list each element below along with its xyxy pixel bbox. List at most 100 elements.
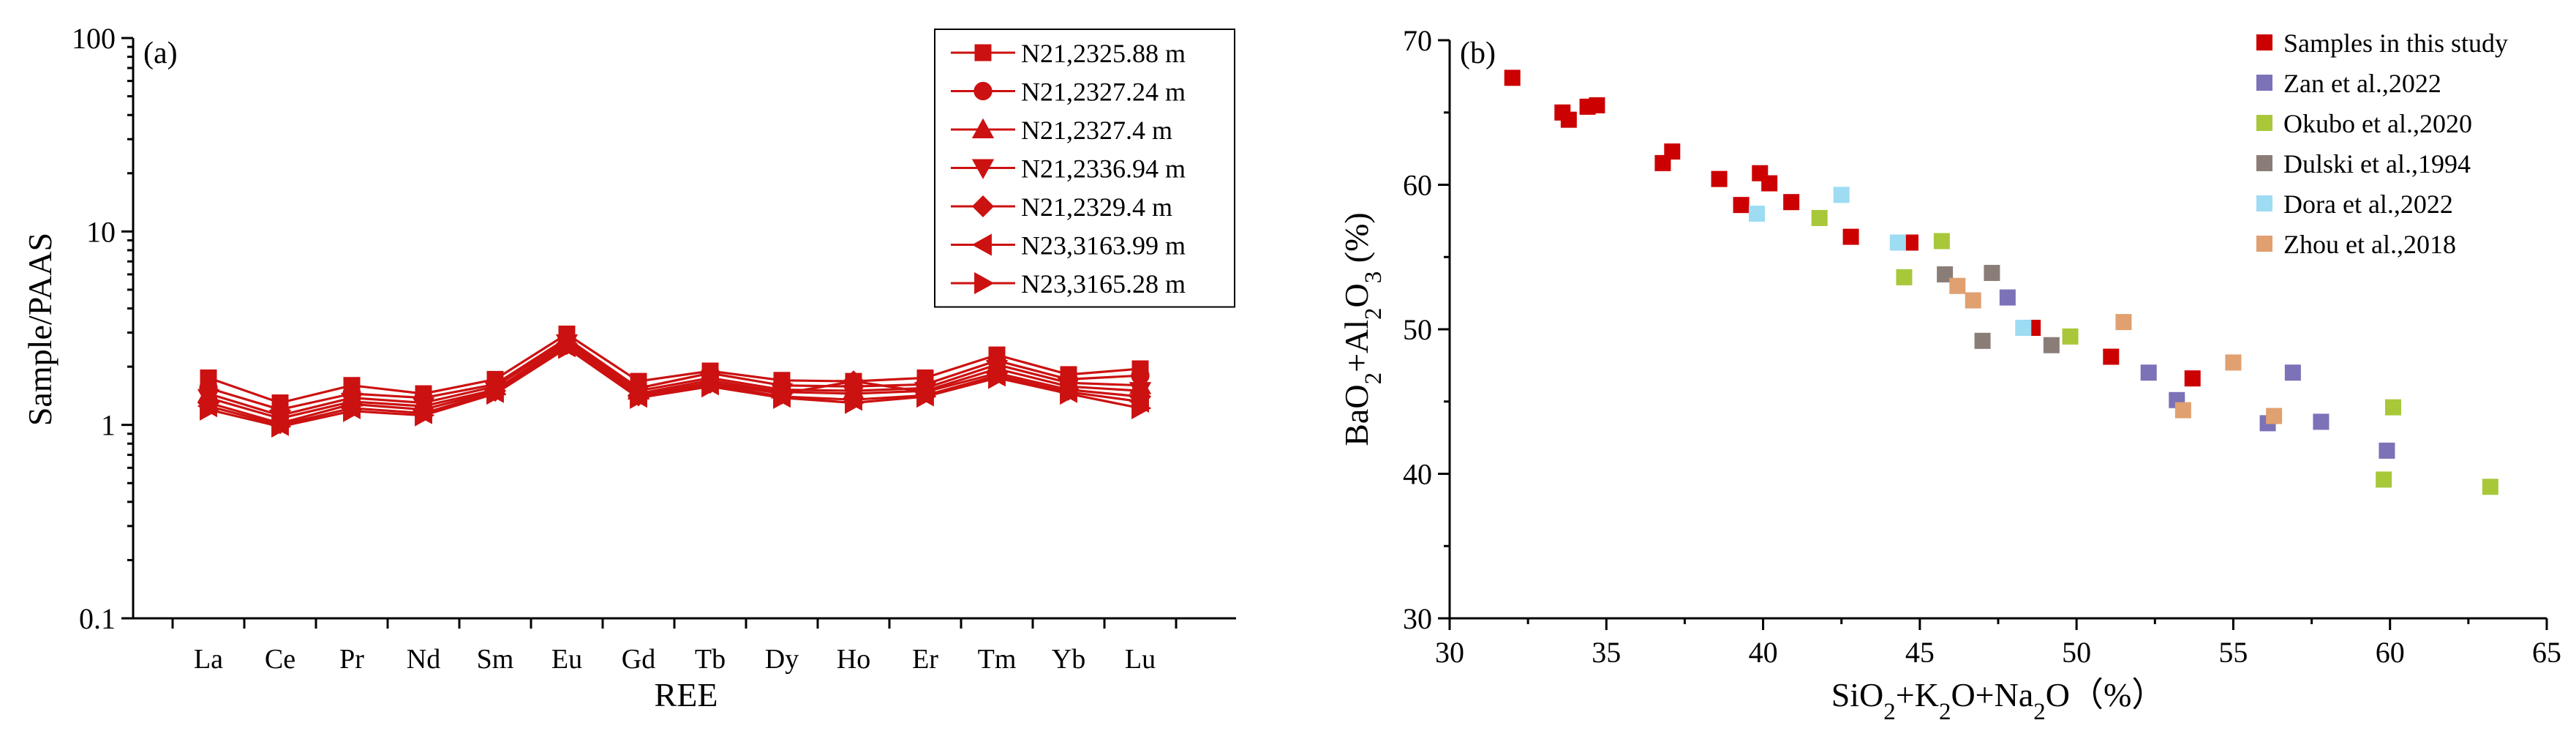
data-point	[2482, 479, 2498, 495]
data-point	[2266, 408, 2283, 424]
legend-marker	[2256, 75, 2272, 91]
legend-label: N21,2327.24 m	[1021, 78, 1186, 107]
legend-marker	[974, 271, 995, 295]
data-point	[1711, 170, 1728, 187]
x-tick-label: 40	[1749, 636, 1778, 669]
legend-label: N21,2329.4 m	[1021, 192, 1172, 222]
x-axis-title: REE	[655, 676, 718, 713]
series-line-3	[208, 340, 1141, 417]
y-tick-label: 50	[1403, 313, 1432, 346]
y-axis-title: Sample/PAAS	[21, 233, 59, 426]
data-point	[1783, 194, 1800, 211]
series-line-5	[208, 342, 1141, 425]
x-tick-label: Er	[912, 644, 938, 675]
series-line-2	[208, 337, 1141, 411]
legend-label: N23,3163.99 m	[1021, 231, 1186, 260]
data-point	[558, 337, 579, 359]
y-tick-label: 100	[72, 22, 116, 55]
data-point	[1965, 292, 1981, 309]
legend-label: Samples in this study	[2283, 29, 2508, 58]
y-axis-title: BaO2+Al2O3 (%)	[1338, 212, 1387, 446]
data-point	[2385, 399, 2401, 416]
data-point	[1889, 234, 1906, 251]
y-tick-label: 10	[86, 215, 116, 248]
data-point	[1933, 233, 1950, 250]
series-line-4	[208, 342, 1141, 420]
x-tick-label: 65	[2532, 636, 2561, 669]
data-point	[1902, 234, 1918, 251]
x-tick-label: 35	[1592, 636, 1621, 669]
data-point	[343, 400, 364, 422]
x-axis-title: SiO2+K2O+Na2O（%）	[1831, 676, 2166, 725]
y-tick-label: 30	[1403, 602, 1432, 635]
data-point	[773, 386, 794, 409]
legend-marker	[2256, 236, 2272, 252]
x-tick-label: 50	[2062, 636, 2091, 669]
data-point	[1589, 97, 1605, 113]
legend-label: N23,3165.28 m	[1021, 269, 1186, 299]
x-tick-label: Yb	[1052, 644, 1085, 675]
legend-marker	[973, 81, 993, 101]
data-point	[2379, 442, 2395, 459]
legend-marker	[2256, 34, 2272, 50]
legend-label: N21,2325.88 m	[1021, 39, 1186, 68]
x-tick-label: Ho	[837, 644, 870, 675]
data-point	[486, 382, 507, 405]
data-point	[1811, 209, 1828, 226]
y-tick-label: 60	[1403, 169, 1432, 202]
data-point	[845, 391, 865, 414]
legend-marker	[2256, 155, 2272, 171]
x-tick-label: Ce	[265, 644, 295, 675]
data-point	[1896, 269, 1913, 285]
x-tick-label: Nd	[407, 644, 440, 675]
data-point	[1949, 277, 1966, 294]
x-tick-label: Pr	[339, 644, 364, 675]
data-point	[2376, 471, 2392, 488]
data-point	[842, 370, 865, 393]
data-point	[988, 367, 1009, 389]
data-point	[2103, 348, 2120, 365]
data-point	[630, 386, 650, 409]
legend-marker	[971, 233, 992, 256]
chart-panel-b: 30 40 50 60 70 30 35 40 45 50 55 60 65 SiO2+K2O+Na2O（…	[1338, 24, 2561, 725]
y-tick-label: 1	[101, 409, 116, 442]
data-point	[701, 375, 722, 398]
data-point	[2015, 320, 2032, 337]
data-point	[1664, 143, 1681, 160]
data-point	[1560, 111, 1577, 128]
data-point	[271, 415, 292, 438]
legend-label: Okubo et al.,2020	[2283, 109, 2472, 138]
data-point	[1749, 206, 1765, 222]
data-point	[1974, 332, 1991, 349]
x-tick-label: 60	[2376, 636, 2405, 669]
data-point	[2184, 370, 2201, 387]
x-tick-label: Gd	[622, 644, 655, 675]
series-line-6	[208, 345, 1141, 427]
x-tick-label: Eu	[551, 644, 582, 675]
panel-label-b: (b)	[1460, 37, 1496, 70]
data-point	[2062, 328, 2079, 345]
data-point	[2115, 314, 2132, 331]
x-tick-label: Tb	[695, 644, 726, 675]
data-point	[2043, 337, 2060, 353]
legend-label: N21,2336.94 m	[1021, 154, 1186, 184]
data-point	[1937, 266, 1954, 282]
legend-label: N21,2327.4 m	[1021, 116, 1172, 145]
data-point	[2174, 402, 2191, 419]
data-point	[2284, 364, 2301, 381]
x-tick-label: Dy	[765, 644, 799, 675]
legend-marker	[971, 159, 995, 179]
legend-marker	[974, 44, 992, 61]
data-point	[200, 398, 220, 421]
legend-label: Zhou et al.,2018	[2283, 230, 2456, 259]
series-line-7	[208, 346, 1141, 428]
legend-marker	[2256, 115, 2272, 131]
data-point	[2225, 354, 2242, 371]
data-point	[1733, 197, 1750, 214]
series-line-1	[208, 332, 1141, 405]
legend-marker	[971, 195, 995, 218]
y-tick-label: 0.1	[79, 602, 116, 635]
x-tick-label: La	[194, 644, 223, 675]
x-tick-label: 45	[1905, 636, 1935, 669]
x-tick-label: 55	[2218, 636, 2248, 669]
